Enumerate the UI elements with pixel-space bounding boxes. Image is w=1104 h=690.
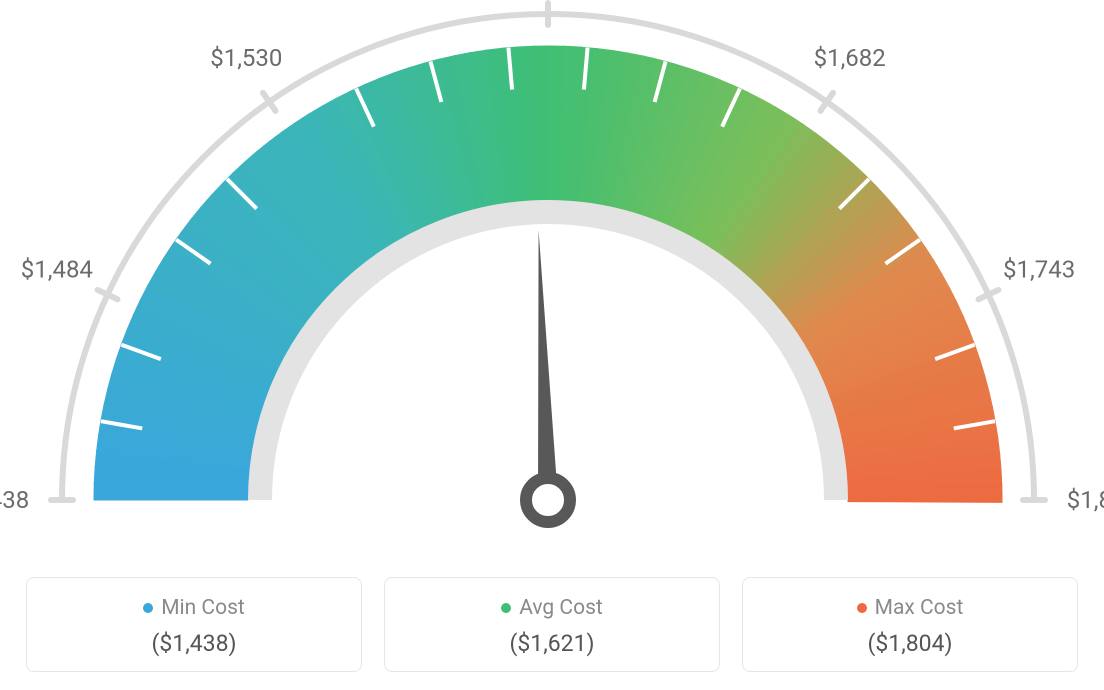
chart-container: $1,438$1,484$1,530$1,621$1,682$1,743$1,8… bbox=[0, 0, 1104, 690]
card-title-avg: Avg Cost bbox=[519, 596, 603, 620]
card-avg-cost: Avg Cost ($1,621) bbox=[384, 577, 720, 672]
card-title-max: Max Cost bbox=[875, 596, 964, 620]
card-min-cost: Min Cost ($1,438) bbox=[26, 577, 362, 672]
gauge-svg bbox=[0, 0, 1104, 560]
gauge: $1,438$1,484$1,530$1,621$1,682$1,743$1,8… bbox=[0, 0, 1104, 550]
bullet-min bbox=[143, 603, 153, 613]
tick-label: $1,484 bbox=[21, 255, 93, 283]
card-header: Avg Cost bbox=[393, 596, 711, 620]
card-max-cost: Max Cost ($1,804) bbox=[742, 577, 1078, 672]
card-header: Min Cost bbox=[35, 596, 353, 620]
bullet-avg bbox=[501, 603, 511, 613]
tick-label: $1,438 bbox=[0, 486, 29, 514]
card-header: Max Cost bbox=[751, 596, 1069, 620]
card-value-max: ($1,804) bbox=[751, 630, 1069, 657]
tick-label: $1,804 bbox=[1067, 486, 1104, 514]
tick-label: $1,743 bbox=[1003, 255, 1075, 283]
card-value-avg: ($1,621) bbox=[393, 630, 711, 657]
legend-cards: Min Cost ($1,438) Avg Cost ($1,621) Max … bbox=[26, 577, 1078, 672]
card-title-min: Min Cost bbox=[161, 596, 245, 620]
tick-label: $1,530 bbox=[210, 44, 282, 72]
bullet-max bbox=[857, 603, 867, 613]
tick-label: $1,682 bbox=[814, 44, 886, 72]
card-value-min: ($1,438) bbox=[35, 630, 353, 657]
